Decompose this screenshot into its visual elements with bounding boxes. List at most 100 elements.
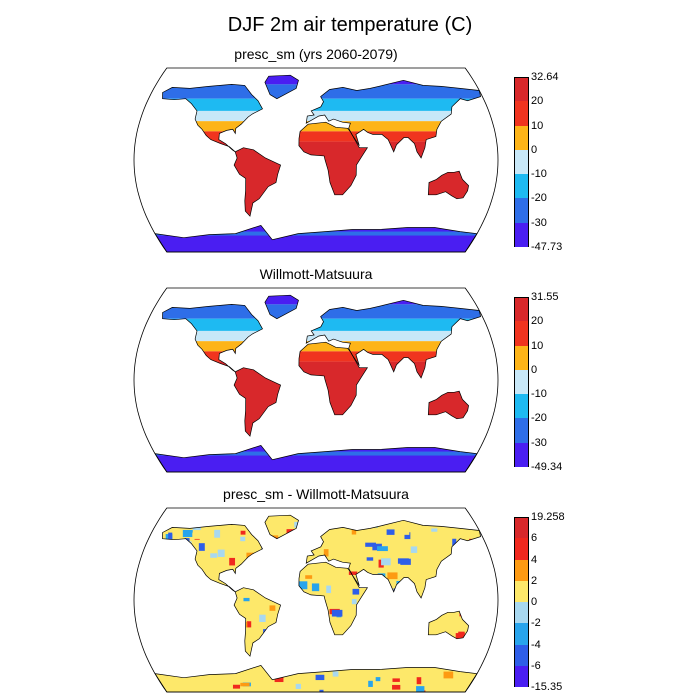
colorbar-swatch [514, 198, 529, 223]
difference-cell [250, 676, 256, 681]
difference-cell [232, 684, 241, 689]
difference-cell [380, 679, 386, 686]
coastline-australia [427, 170, 469, 200]
colorbar-label: 6 [531, 532, 538, 545]
difference-cell [240, 682, 250, 687]
colorbar-label: 32.64 [531, 71, 559, 83]
difference-cell [399, 527, 410, 535]
coastline-australia [427, 390, 469, 420]
difference-cell [155, 515, 156, 518]
colorbar-label: -20 [531, 412, 547, 425]
colorbar-label: -10 [531, 168, 547, 181]
difference-cell [246, 621, 252, 628]
colorbar-label: -20 [531, 192, 547, 205]
difference-cell [410, 546, 418, 553]
difference-cell [486, 655, 497, 659]
coastline-southAmerica [233, 367, 282, 437]
colorbar-swatch [514, 149, 529, 175]
difference-cell [495, 629, 500, 635]
coastline-northAmerica [162, 304, 263, 373]
colorbar-swatch [514, 580, 529, 602]
colorbar-label: -4 [531, 638, 541, 651]
colorbar-label: -30 [531, 216, 547, 229]
colorbar-swatch [514, 222, 529, 247]
difference-cell [486, 679, 496, 686]
colorbar-swatch [514, 125, 529, 150]
difference-cell [404, 532, 411, 540]
colorbar-label: 10 [531, 339, 544, 352]
difference-cell [255, 679, 262, 687]
difference-cell [155, 515, 159, 521]
coastline-eurasia [305, 79, 482, 159]
difference-cell [397, 558, 409, 564]
coastline-greenland [264, 74, 299, 100]
difference-cell [486, 509, 493, 515]
difference-cell [467, 529, 477, 536]
colorbar-label: -49.34 [531, 461, 563, 473]
coastline-africa [298, 341, 369, 416]
difference-cell [192, 532, 203, 539]
main-title: DJF 2m air temperature (C) [227, 14, 473, 36]
difference-cell [319, 689, 324, 692]
difference-cell [324, 686, 331, 691]
difference-cell [477, 524, 481, 528]
map-frame [133, 67, 499, 253]
map-panel-3 [133, 507, 501, 693]
coastline-greenland [264, 514, 299, 540]
coastline-northAmerica [162, 524, 263, 593]
difference-cell [326, 585, 332, 594]
difference-cell [315, 674, 325, 681]
difference-cell [348, 571, 358, 575]
difference-cell [416, 677, 422, 685]
colorbar-swatch [514, 442, 529, 467]
colorbar-swatch [514, 345, 529, 370]
temperature-band [155, 330, 481, 342]
difference-cell [392, 684, 401, 690]
map-frame [133, 507, 499, 693]
colorbar-label: -6 [531, 659, 541, 672]
colorbar-swatch [514, 665, 529, 687]
coastline-africa [298, 121, 369, 196]
colorbar-swatch [514, 559, 529, 581]
antarctica-edge [155, 231, 481, 236]
colorbar-label: 2 [531, 574, 538, 587]
difference-cell [387, 572, 398, 580]
difference-cell [332, 671, 339, 677]
colorbar-swatch [514, 418, 529, 443]
difference-cell [217, 549, 225, 557]
map-frame [133, 287, 499, 473]
coastline-northAmerica [162, 84, 263, 153]
coastline-australia [427, 610, 469, 640]
difference-cell [240, 536, 246, 542]
difference-cell [416, 686, 425, 692]
difference-cell [272, 524, 281, 529]
difference-cell [269, 605, 276, 611]
map-panel-1 [133, 67, 499, 253]
difference-cell [392, 678, 400, 682]
coastline-southAmerica [233, 587, 282, 657]
panel-3-title: presc_sm - Willmott-Matsuura [223, 486, 409, 502]
difference-cell [377, 546, 388, 552]
difference-cell [331, 609, 343, 617]
colorbar-swatch [514, 77, 529, 103]
colorbar-swatch [514, 538, 529, 560]
coastline-africa [298, 561, 369, 636]
colorbar-swatch [514, 602, 529, 624]
difference-cell [139, 532, 145, 538]
difference-cell [497, 511, 501, 515]
colorbar-label: 20 [531, 315, 544, 328]
map-panel-2 [133, 287, 499, 473]
panel-1-title: presc_sm (yrs 2060-2079) [234, 46, 398, 62]
difference-cell [368, 680, 373, 687]
difference-cell [365, 542, 376, 547]
colorbar-swatch [514, 174, 529, 199]
difference-cell [341, 542, 346, 547]
difference-cell [375, 677, 381, 682]
difference-cell [437, 541, 443, 549]
colorbar-label: 0 [531, 363, 538, 376]
coastline-eurasia [305, 299, 482, 379]
colorbar-swatch [514, 297, 529, 323]
difference-cell [493, 645, 503, 651]
difference-cell [381, 558, 391, 566]
colorbar-label: 20 [531, 95, 544, 108]
